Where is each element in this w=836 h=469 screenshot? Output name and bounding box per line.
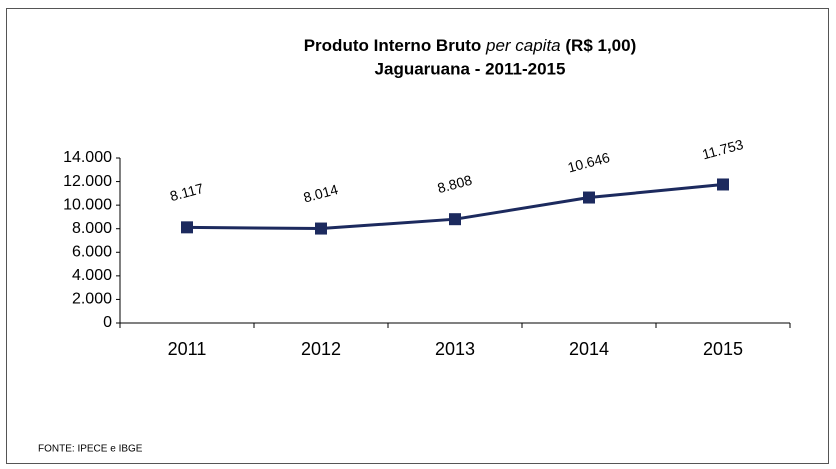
marker <box>181 221 193 234</box>
title-part: (R$ 1,00) <box>565 36 636 55</box>
x-tick-label: 2015 <box>703 339 743 359</box>
x-tick-label: 2012 <box>301 339 341 359</box>
title-part: per capita <box>485 36 561 55</box>
title-part: Produto Interno Bruto <box>304 36 482 55</box>
y-tick-label: 14.000 <box>63 149 112 166</box>
y-tick-label: 8.000 <box>72 220 112 237</box>
chart-title: Produto Interno Bruto per capita (R$ 1,0… <box>304 36 637 55</box>
marker <box>315 222 327 235</box>
y-tick-label: 2.000 <box>72 291 112 308</box>
y-tick-label: 12.000 <box>63 173 112 190</box>
x-tick-label: 2013 <box>435 339 475 359</box>
y-tick-label: 6.000 <box>72 244 112 261</box>
chart-subtitle: Jaguaruana - 2011-2015 <box>375 59 566 78</box>
x-tick-label: 2011 <box>168 339 207 359</box>
marker <box>449 213 461 226</box>
y-tick-label: 4.000 <box>72 267 112 284</box>
marker <box>583 191 595 204</box>
x-tick-label: 2014 <box>569 339 609 359</box>
y-tick-label: 10.000 <box>63 196 112 213</box>
marker <box>717 178 729 191</box>
y-tick-label: 0 <box>103 314 112 331</box>
chart-frame <box>6 8 829 464</box>
source: FONTE: IPECE e IBGE <box>38 444 143 455</box>
